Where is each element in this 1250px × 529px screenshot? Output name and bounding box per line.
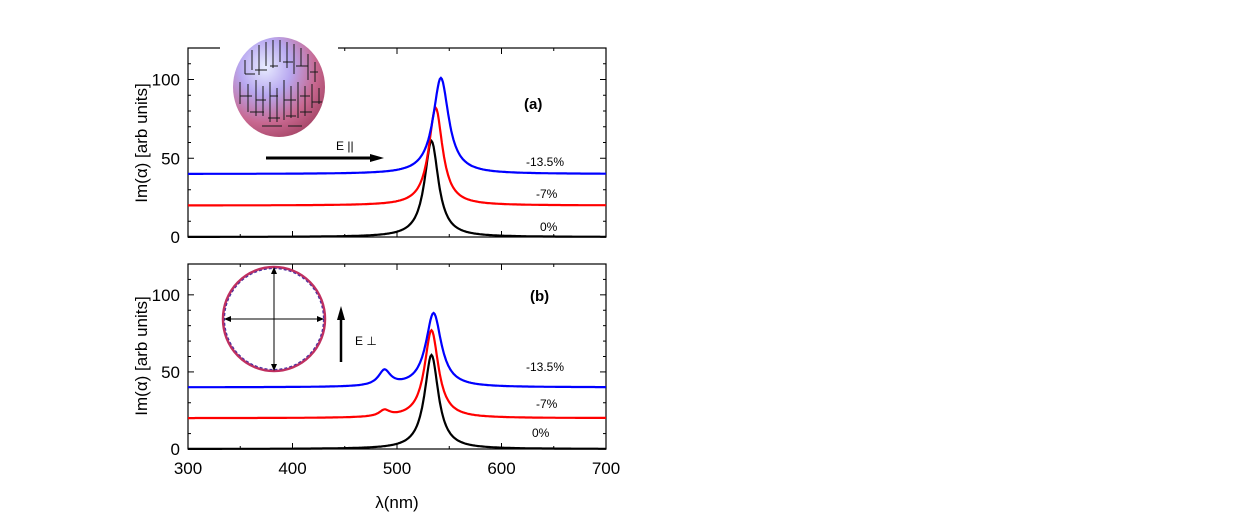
- x-tick-label: 500: [383, 459, 411, 478]
- sphere-icon: [233, 37, 325, 137]
- series-label: -13.5%: [526, 155, 564, 169]
- series-label: -7%: [536, 187, 558, 201]
- arrowhead-icon: [317, 316, 324, 322]
- polarization-label: E ⊥: [355, 334, 377, 348]
- ellipse-inset: E ⊥: [221, 265, 377, 373]
- x-tick-label: 700: [592, 459, 620, 478]
- series-label: -13.5%: [526, 360, 564, 374]
- y-axis-title: Im(α) [arb units]: [132, 83, 151, 202]
- series-label: -7%: [536, 397, 558, 411]
- tick-labels: 0 50 100: [152, 71, 180, 248]
- series-line: [188, 138, 606, 238]
- y-tick-label: 50: [161, 363, 180, 382]
- panel-label: (b): [530, 288, 549, 305]
- y-tick-label: 100: [152, 71, 180, 90]
- x-tick-label: 300: [174, 459, 202, 478]
- y-tick-label: 50: [161, 149, 180, 168]
- sphere-mesh: [239, 40, 322, 127]
- arrowhead-icon: [271, 364, 277, 371]
- series-group: 0% -7% -13.5%: [188, 311, 606, 450]
- arrowhead-icon: [337, 306, 345, 320]
- arrowhead-icon: [271, 267, 277, 274]
- series-line: [188, 76, 606, 175]
- y-tick-label: 0: [171, 440, 180, 459]
- tick-labels: 0 50 100 300 400 500 600 700: [152, 286, 621, 478]
- y-tick-label: 100: [152, 286, 180, 305]
- x-tick-label: 600: [487, 459, 515, 478]
- sphere-inset: E ||: [220, 34, 384, 162]
- series-label: 0%: [532, 426, 550, 440]
- arrowhead-icon: [370, 154, 384, 162]
- polarization-label: E ||: [336, 139, 354, 153]
- panel-b: 0% -7% -13.5% 0 50 100 300 400 500 600 700 Im(α) …: [132, 263, 621, 512]
- series-line: [188, 311, 606, 389]
- series-group: 0% -7% -13.5%: [188, 76, 607, 238]
- series-label: 0%: [540, 220, 558, 234]
- y-tick-label: 0: [171, 228, 180, 247]
- panel-a: 0% -7% -13.5% 0 50 100 Im(α) [arb units] (a)…: [132, 34, 607, 248]
- panel-label: (a): [524, 96, 542, 113]
- series-line: [188, 105, 607, 207]
- x-axis-title: λ(nm): [375, 493, 418, 512]
- series-line: [188, 328, 606, 420]
- arrowhead-icon: [224, 316, 231, 322]
- series-line: [188, 353, 606, 450]
- x-tick-label: 400: [278, 459, 306, 478]
- y-axis-title: Im(α) [arb units]: [132, 296, 151, 415]
